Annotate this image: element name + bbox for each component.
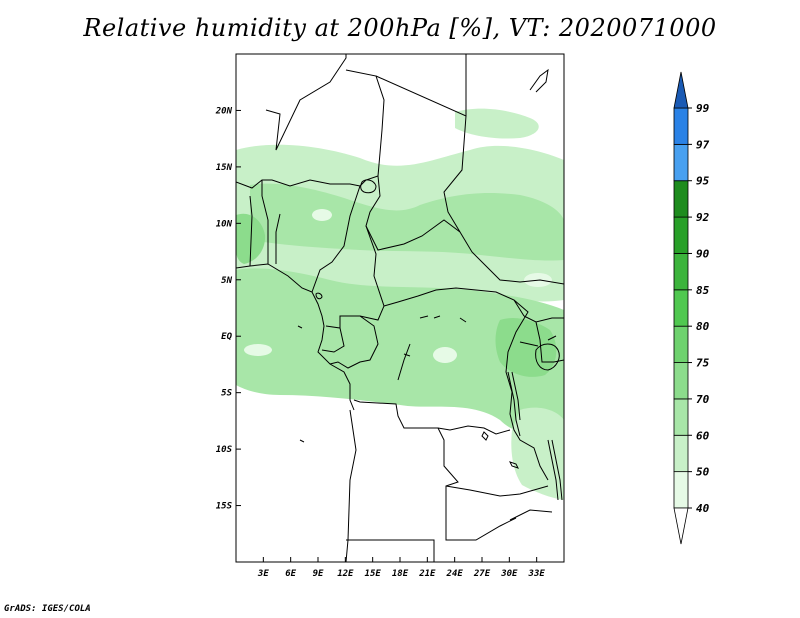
lon-tick-label: 30E — [500, 569, 518, 579]
lake-tanganyika — [507, 371, 521, 437]
chad-sudan-border — [375, 54, 564, 285]
southern-border — [345, 409, 357, 562]
lon-tick-label: 3E — [257, 569, 269, 579]
lat-tick-label: 15N — [216, 163, 233, 173]
colorbar-label: 50 — [696, 466, 710, 479]
colorbar-segment — [673, 362, 689, 400]
inland-lakes — [297, 315, 467, 443]
humidity-region-northeast-patch — [455, 108, 539, 139]
nigeria-cameroon-border — [311, 185, 361, 293]
lake-chad — [360, 179, 377, 194]
colorbar-segment — [673, 216, 689, 254]
colorbar-segment — [673, 398, 689, 436]
colorbar-label: 85 — [696, 284, 710, 297]
sahara-border-algeria — [265, 54, 347, 151]
colorbar-segment — [673, 471, 689, 509]
lat-tick-label: 15S — [216, 502, 233, 512]
lon-tick-label: 33E — [528, 569, 546, 579]
lat-tick-label: 5N — [221, 276, 232, 286]
humidity-shading — [236, 108, 564, 500]
humidity-dry-spot — [433, 347, 457, 363]
zambia-mozambique-border — [445, 485, 553, 521]
humidity-region-lake-victoria-core — [495, 318, 557, 377]
congo-drc-river-border — [329, 315, 379, 369]
country-borders — [236, 54, 564, 562]
colorbar-label: 70 — [696, 393, 710, 406]
humidity-region-sahel-patch — [250, 183, 564, 261]
humidity-dry-spot — [244, 344, 272, 356]
west-africa-coastline — [236, 263, 355, 411]
colorbar-segment — [673, 325, 689, 363]
colorbar-segment — [673, 289, 689, 327]
car-drc-border — [383, 287, 525, 317]
lake-victoria — [535, 343, 560, 371]
colorbar-label: 97 — [696, 138, 710, 151]
lake-mweru — [481, 431, 489, 441]
lake-kariba — [509, 461, 519, 469]
lat-tick-label: 10N — [216, 219, 233, 229]
humidity-dry-spot — [312, 209, 332, 221]
drc-south-border — [397, 343, 511, 435]
colorbar-label: 90 — [696, 247, 710, 260]
red-sea-coast — [529, 68, 549, 93]
lon-tick-label: 18E — [392, 569, 409, 579]
colorbar-label: 95 — [696, 175, 710, 188]
map-title: Relative humidity at 200hPa [%], VT: 202… — [83, 14, 717, 42]
lon-tick-label: 6E — [285, 569, 296, 579]
lon-tick-label: 21E — [418, 569, 436, 579]
chad-car-border — [365, 175, 461, 251]
colorbar-label: 60 — [696, 429, 710, 442]
colorbar-lower-arrow — [673, 507, 689, 545]
colorbar-segment — [673, 434, 689, 473]
colorbar-label: 80 — [696, 320, 710, 333]
humidity-region-west-core — [236, 213, 266, 264]
colorbar-label: 75 — [696, 357, 710, 370]
humidity-region-central — [236, 268, 564, 432]
colorbar: 40 50 60 70 75 80 85 90 92 95 97 99 — [673, 71, 710, 545]
colorbar-segment — [673, 253, 689, 291]
lat-tick-label: 20N — [215, 106, 233, 116]
longitude-axis: 3E 6E 9E 12E 15E 18E 21E 24E 27E 30E 33E — [257, 557, 545, 579]
grads-credit: GrADS: IGES/COLA — [4, 604, 91, 614]
colorbar-segment — [673, 180, 689, 218]
sahel-west-borders — [236, 179, 361, 267]
drc-east-border — [505, 299, 549, 481]
cameroon-car-border — [325, 225, 385, 329]
namibia-border — [346, 539, 435, 562]
lat-tick-label: 5S — [221, 389, 232, 399]
lon-tick-label: 24E — [446, 569, 464, 579]
colorbar-label: 92 — [696, 211, 710, 224]
gabon-border — [321, 327, 345, 353]
lon-tick-label: 27E — [473, 569, 491, 579]
bioko-island — [315, 292, 323, 300]
angola-border — [353, 399, 517, 541]
colorbar-segment — [673, 107, 689, 145]
lon-tick-label: 9E — [313, 569, 324, 579]
lake-malawi — [547, 439, 563, 501]
latitude-axis: 20N 15N 10N 5N EQ 5S 10S 15S — [215, 106, 241, 512]
colorbar-segment — [673, 143, 689, 182]
colorbar-label: 99 — [696, 102, 710, 115]
lat-tick-label: 10S — [216, 445, 233, 455]
east-africa-borders — [519, 315, 564, 363]
lon-tick-label: 15E — [365, 569, 382, 579]
colorbar-label: 40 — [696, 502, 710, 515]
humidity-region-southeast-tongue — [511, 407, 564, 500]
colorbar-upper-arrow — [673, 71, 689, 109]
lat-tick-label: EQ — [221, 332, 232, 342]
lon-tick-label: 12E — [337, 569, 354, 579]
